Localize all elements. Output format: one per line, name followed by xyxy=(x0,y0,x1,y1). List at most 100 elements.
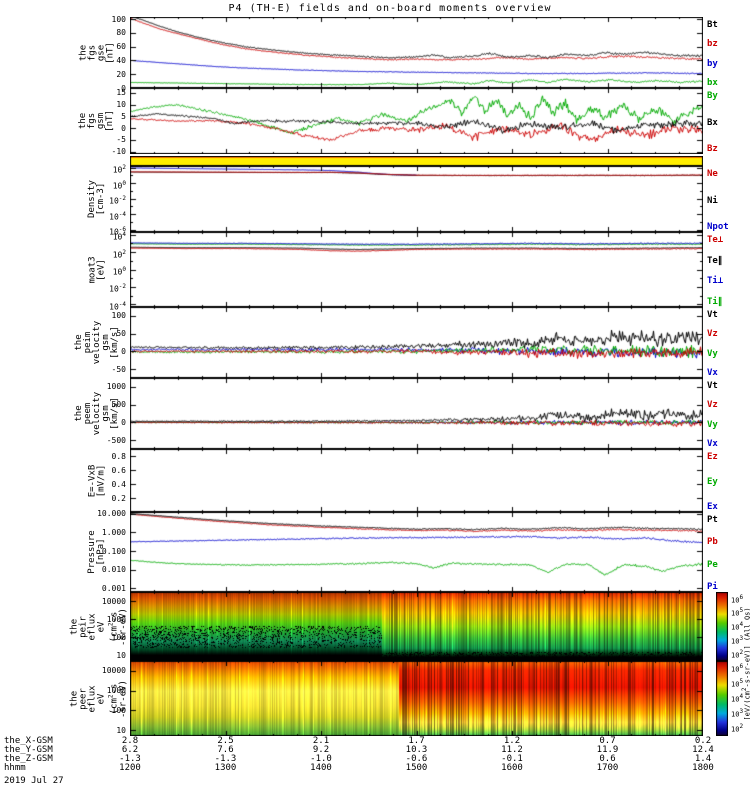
density-ytick: 102 xyxy=(112,164,126,175)
xaxis-value: 1200 xyxy=(119,763,141,773)
fgs-gse-ytick: 20 xyxy=(116,69,126,79)
electron-spec-colorbar-tick-2: 104 xyxy=(731,693,744,704)
temperature-ytick: 102 xyxy=(112,248,126,260)
pressure-plot-canvas xyxy=(130,512,703,592)
fgs-gsm-ytick: 15 xyxy=(116,88,126,98)
xaxis-value: -1.3 xyxy=(214,754,237,764)
electron-velocity-ytick: 0 xyxy=(121,417,126,427)
xaxis-value: 1700 xyxy=(596,763,619,773)
density-legend-1: Ni xyxy=(707,195,718,206)
fgs-gsm-ytick: 10 xyxy=(116,100,126,109)
fgs-gsm-plot-canvas xyxy=(130,88,703,154)
temperature-legend-2: Ti⊥ xyxy=(707,276,724,287)
pressure-ytick: 0.001 xyxy=(101,583,126,593)
xaxis-value: 1300 xyxy=(214,763,237,773)
efield-legend-2: Ex xyxy=(707,502,718,512)
pressure-legend-3: Pi xyxy=(707,582,718,592)
xaxis-value: 1.7 xyxy=(408,736,425,746)
panel-ion-velocity: the peim velocity gsm [km/s] 100 50 0 -50 Vt Vz Vy V… xyxy=(0,307,750,378)
temperature-ytick: 104 xyxy=(112,231,126,242)
xaxis-value: 11.9 xyxy=(596,745,619,755)
xaxis-value: 1.2 xyxy=(503,736,521,746)
ion-velocity-legend-3: Vx xyxy=(707,368,718,378)
xaxis-value: 2.1 xyxy=(312,736,330,746)
fgs-gse-plot-canvas xyxy=(130,17,703,88)
temperature-ytick: 100 xyxy=(112,266,126,277)
density-ytick: 10-6 xyxy=(109,226,126,237)
xaxis-value: 12.4 xyxy=(692,745,714,755)
xaxis-value: 2.8 xyxy=(121,736,139,746)
ion-velocity-ytick: -50 xyxy=(111,364,126,374)
xaxis-value: 1.4 xyxy=(694,754,712,764)
ion-spec-ytick: 1000 xyxy=(106,614,126,624)
ion-velocity-legend-0: Vt xyxy=(707,310,718,320)
fgs-gse-legend-3: bx xyxy=(707,78,718,88)
temperature-ytick: 10-4 xyxy=(109,300,126,312)
fgs-gsm-legend-0: By xyxy=(707,91,718,101)
panel-pressure: Pressure [nPa] 10.000 1.000 0.100 0.010 0.001 P… xyxy=(0,509,750,593)
ion-velocity-ytick: 50 xyxy=(116,329,126,339)
xaxis-value: 1600 xyxy=(501,763,523,773)
pressure-legend-1: Pb xyxy=(707,537,718,548)
ion-velocity-legend-1: Vz xyxy=(707,329,718,340)
fgs-gse-ytick: 80 xyxy=(116,28,126,38)
temperature-legend-0: Te⊥ xyxy=(707,235,724,245)
ion-spec-colorbar-tick-0: 106 xyxy=(731,593,744,604)
electron-spec-ytick: 10000 xyxy=(101,666,126,676)
pressure-ytick: 1.000 xyxy=(101,527,126,537)
density-ytick: 10-2 xyxy=(109,195,126,206)
ion-spec-colorbar-tick-4: 102 xyxy=(731,648,744,660)
fgs-gsm-ytick: -10 xyxy=(111,147,126,157)
fgs-gse-ytick: 60 xyxy=(116,42,126,52)
electron-velocity-ytick: -500 xyxy=(106,435,126,445)
xaxis-value: 0.2 xyxy=(694,736,712,746)
ion-spec-ytick: 10000 xyxy=(101,596,126,606)
electron-velocity-legend-2: Vy xyxy=(707,419,718,430)
electron-velocity-legend-0: Vt xyxy=(707,381,718,391)
ion-velocity-ytick: 100 xyxy=(111,311,126,321)
electron-spec-ytick: 10 xyxy=(116,725,126,735)
xaxis-row-label-2: the_Z-GSM xyxy=(4,754,53,764)
efield-ytick: 0.4 xyxy=(111,479,126,489)
fgs-gsm-legend-2: Bz xyxy=(707,144,718,154)
ion-spec-ytick: 10 xyxy=(116,651,126,661)
ion-spec-colorbar xyxy=(716,592,728,661)
efield-legend-0: Ez xyxy=(707,452,718,462)
panel-ion-spec: the peir eflux eV (cm2-s -sr-eV) 10000 1000 100 1… xyxy=(0,592,750,661)
density-ytick: 100 xyxy=(112,179,126,191)
pressure-ytick: 10.000 xyxy=(97,509,126,519)
efield-plot-canvas xyxy=(130,449,703,512)
fgs-gse-ytick: 100 xyxy=(111,14,126,24)
xaxis-value: 10.3 xyxy=(405,745,428,755)
temperature-plot-canvas xyxy=(130,232,703,307)
electron-spec-colorbar-tick-3: 103 xyxy=(731,708,744,719)
panel-fgs-gse: the fgs gse [nT] 100 80 60 40 20 0 Bt bz by bx xyxy=(0,14,750,93)
density-legend-2: Npot xyxy=(707,222,729,232)
xaxis-value: -1.0 xyxy=(310,754,332,764)
xaxis-value: 0.6 xyxy=(599,754,616,764)
xaxis-row-label-1: the_Y-GSM xyxy=(4,745,53,755)
temperature-legend-1: Te∥ xyxy=(707,255,723,266)
date-label: 2019 Jul 27 xyxy=(4,776,64,786)
electron-velocity-legend-3: Vx xyxy=(707,439,718,449)
efield-ytick: 0.2 xyxy=(111,493,126,503)
pressure-legend-0: Pt xyxy=(707,515,718,525)
xaxis-value: -0.1 xyxy=(501,754,523,764)
electron-velocity-legend-1: Vz xyxy=(707,400,718,411)
electron-spec-colorbar-tick-0: 106 xyxy=(731,663,744,674)
panel-density: Density [cm-3] 102 100 10-2 10-4 10-6 Ne Ni Npot xyxy=(0,164,750,237)
ion-spec-colorbar-tick-1: 105 xyxy=(731,607,744,618)
efield-ytick: 0.6 xyxy=(111,465,126,475)
pressure-ytick: 0.010 xyxy=(101,565,126,575)
xaxis-value: 11.2 xyxy=(501,745,523,755)
fgs-gse-legend-0: Bt xyxy=(707,20,718,30)
panel-electron-velocity: the peem velocity gsm [km/s] 1000 500 0 -500 Vt Vz… xyxy=(0,378,750,449)
ion-spec-ytick: 100 xyxy=(111,632,126,642)
ion-velocity-plot-canvas xyxy=(130,307,703,378)
electron-spec-colorbar-tick-1: 105 xyxy=(731,678,744,689)
xaxis-value: 2.5 xyxy=(217,736,234,746)
electron-spec-colorbar xyxy=(716,661,728,736)
panel-flag-bar xyxy=(0,156,750,166)
panel-electron-spec: the peer eflux eV (cm2-s -sr-eV) 10000 1000 100 1… xyxy=(0,661,750,736)
